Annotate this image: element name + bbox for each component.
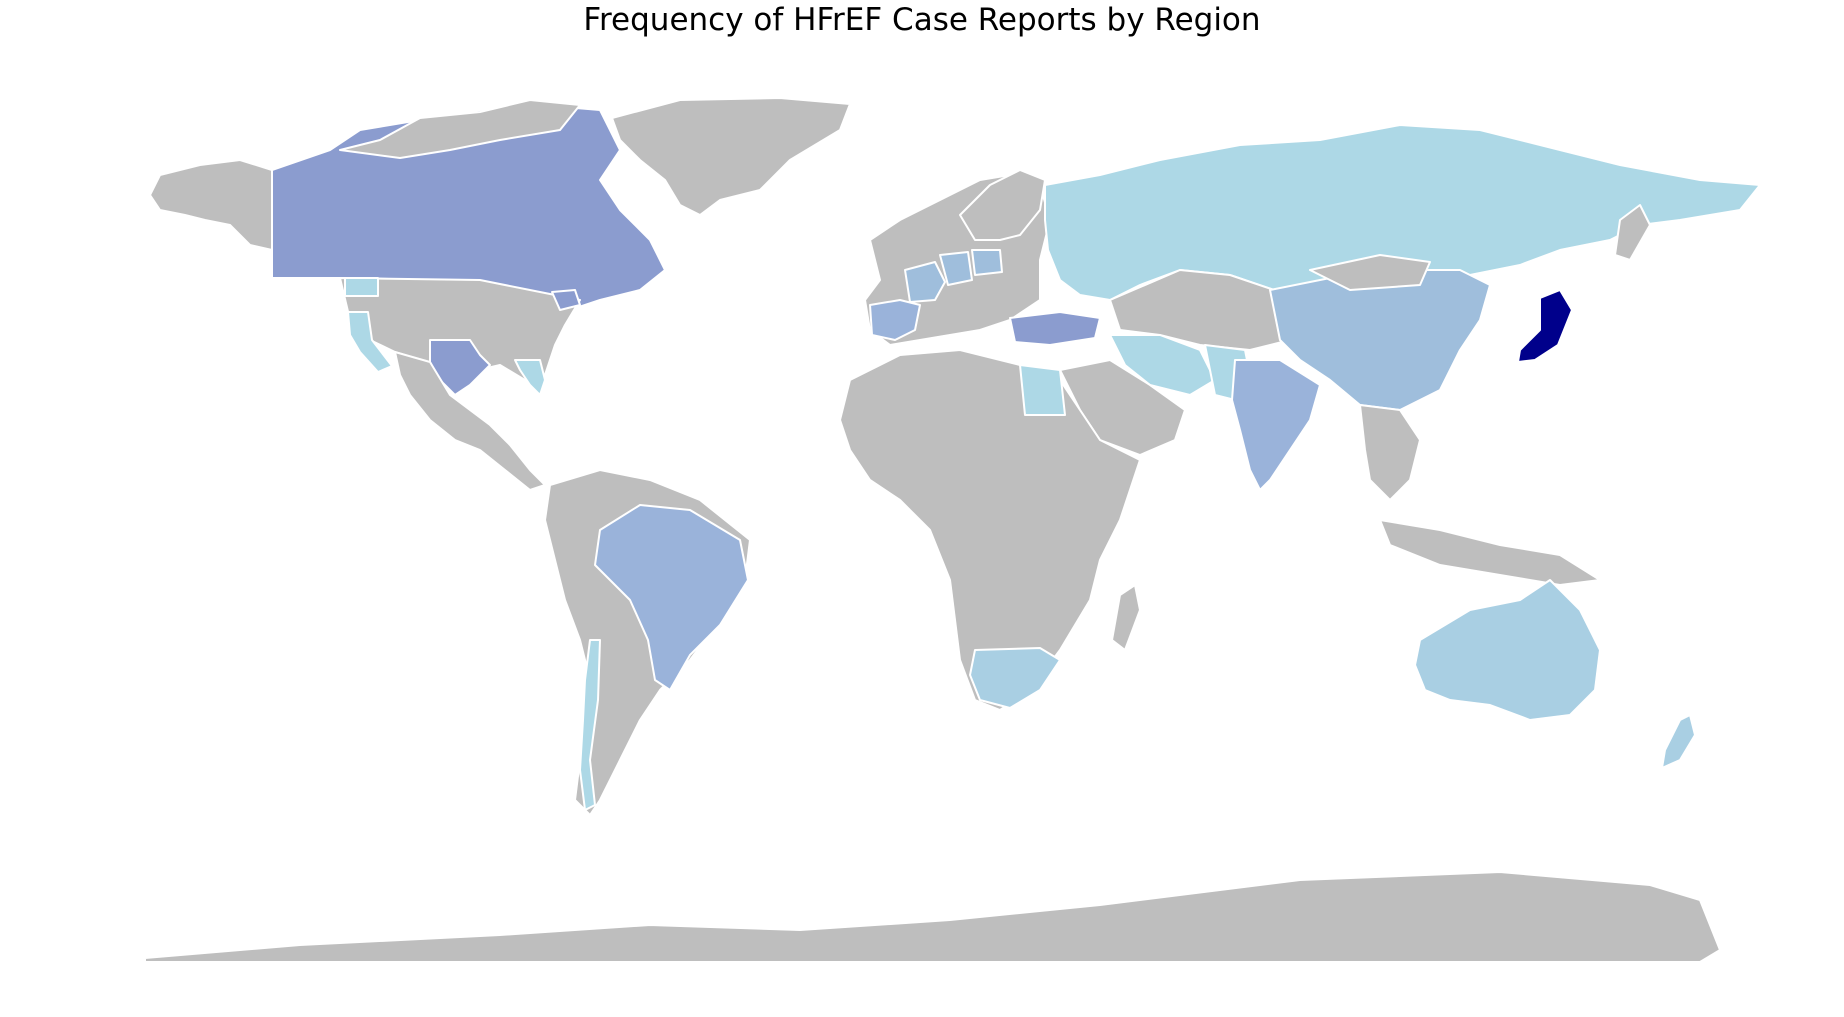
region-indonesia[interactable] [1379,519,1601,586]
map-title: Frequency of HFrEF Case Reports by Regio… [583,2,1261,38]
region-spain[interactable] [869,299,921,341]
region-kamchatka[interactable] [1614,204,1651,261]
region-brazil[interactable] [594,504,749,691]
region-greenland[interactable] [611,97,851,216]
region-florida[interactable] [514,359,546,396]
region-mongolia[interactable] [1309,254,1431,291]
region-chile[interactable] [579,639,601,811]
region-california[interactable] [347,311,393,373]
region-japan[interactable] [1517,289,1573,363]
region-egypt[interactable] [1019,364,1066,416]
region-scandinavia[interactable] [959,169,1046,241]
region-se-asia[interactable] [1359,404,1421,501]
region-mexico[interactable] [394,351,546,491]
region-iran[interactable] [1109,334,1216,396]
region-washington[interactable] [344,277,379,297]
region-madagascar[interactable] [1111,584,1141,651]
region-turkey[interactable] [1009,311,1101,346]
region-france[interactable] [904,261,946,303]
region-alaska[interactable] [149,159,273,251]
region-south-africa[interactable] [969,647,1061,709]
region-canada-arctic[interactable] [339,99,581,159]
region-germany[interactable] [939,251,973,286]
region-new-york[interactable] [551,289,581,311]
region-antarctica[interactable] [144,871,1721,963]
region-new-zealand[interactable] [1661,714,1696,769]
region-australia[interactable] [1414,579,1601,721]
region-poland[interactable] [971,249,1003,276]
region-india[interactable] [1231,359,1321,491]
